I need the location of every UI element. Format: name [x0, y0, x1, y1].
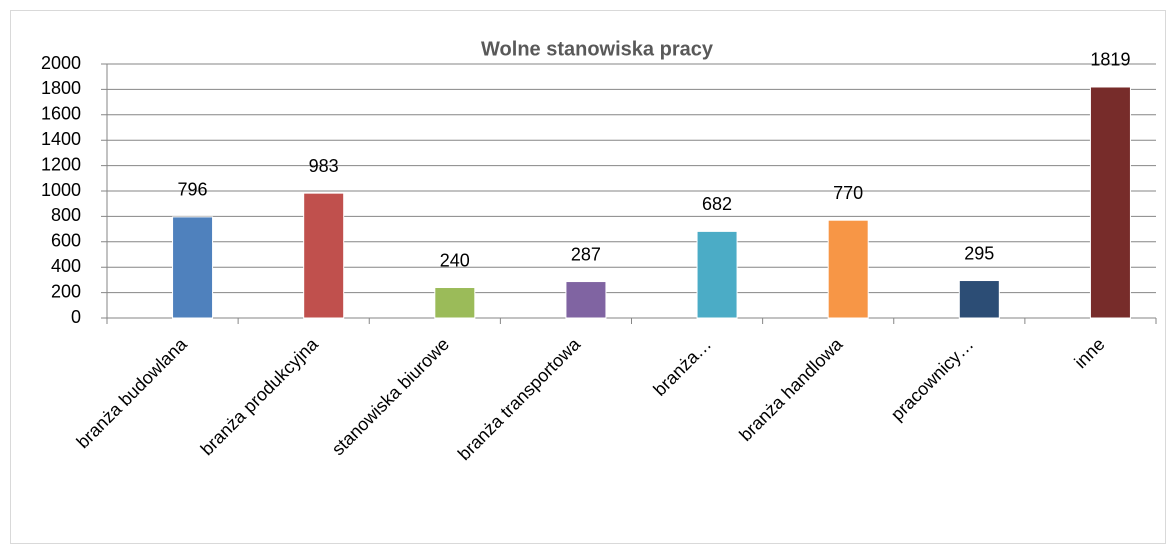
bar — [696, 230, 738, 319]
bar — [303, 192, 345, 319]
data-label: 796 — [178, 180, 208, 200]
bar — [958, 280, 1000, 319]
y-tick-label: 1200 — [41, 154, 81, 174]
data-label: 287 — [571, 244, 601, 264]
y-tick-label: 600 — [51, 231, 81, 251]
data-label: 295 — [964, 243, 994, 263]
chart-title: Wolne stanowiska pracy — [481, 38, 714, 60]
data-label: 240 — [440, 250, 470, 270]
y-tick-label: 800 — [51, 205, 81, 225]
y-tick-label: 1000 — [41, 180, 81, 200]
bar — [827, 219, 869, 319]
y-tick-label: 2000 — [41, 53, 81, 73]
y-tick-label: 1800 — [41, 78, 81, 98]
data-label: 983 — [309, 156, 339, 176]
bar — [1089, 86, 1131, 319]
y-tick-label: 1600 — [41, 104, 81, 124]
bar — [565, 281, 607, 319]
y-tick-label: 1400 — [41, 129, 81, 149]
y-tick-label: 400 — [51, 256, 81, 276]
data-label: 1819 — [1090, 50, 1130, 70]
bar — [172, 216, 214, 319]
bar — [434, 287, 476, 319]
data-label: 770 — [833, 183, 863, 203]
y-tick-label: 0 — [71, 307, 81, 327]
y-tick-label: 200 — [51, 281, 81, 301]
data-label: 682 — [702, 194, 732, 214]
